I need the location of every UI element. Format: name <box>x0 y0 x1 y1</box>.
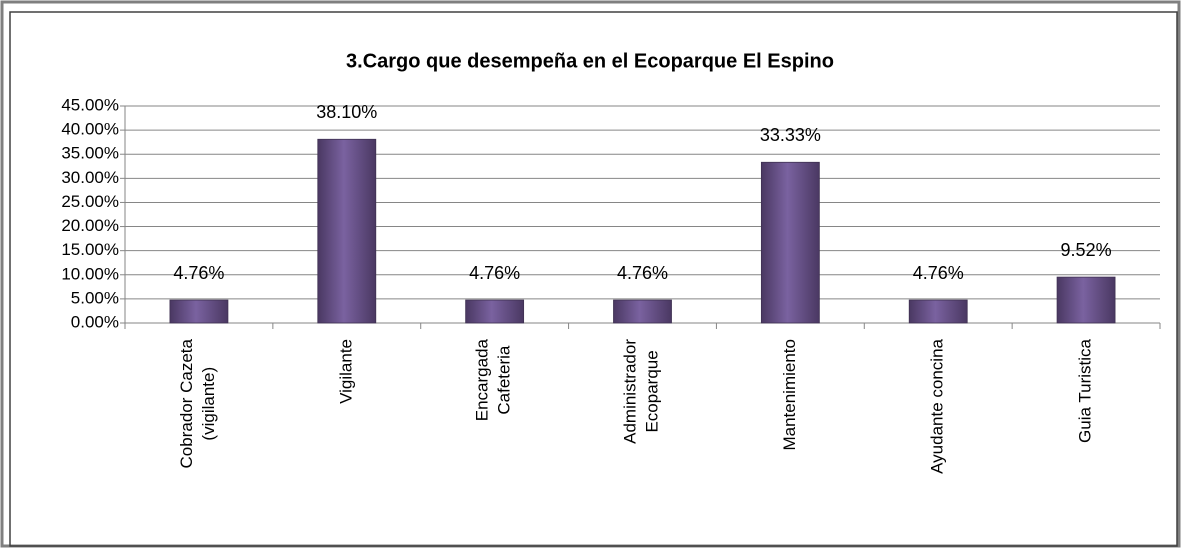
data-label: 4.76% <box>617 263 668 283</box>
chart-title: 3.Cargo que desempeña en el Ecoparque El… <box>346 50 834 72</box>
bar <box>613 299 672 324</box>
x-tick-label: Administrador Ecoparque <box>621 339 662 444</box>
y-tick-label: 40.00% <box>61 120 119 139</box>
bar <box>169 299 229 324</box>
x-tick-label: Guia Turistica <box>1076 338 1095 442</box>
y-tick-label: 15.00% <box>61 240 119 259</box>
data-label: 9.52% <box>1061 240 1112 260</box>
y-tick-label: 35.00% <box>61 144 119 163</box>
bar <box>317 138 377 324</box>
data-label: 4.76% <box>173 263 224 283</box>
bar <box>465 299 525 324</box>
x-tick-label: Mantenimiento <box>780 339 799 451</box>
data-label: 33.33% <box>760 125 821 145</box>
bar <box>908 299 968 324</box>
data-label: 4.76% <box>469 263 520 283</box>
y-tick-label: 20.00% <box>61 216 119 235</box>
bar <box>760 161 820 324</box>
x-tick-label: Encargada Cafeteria <box>473 338 514 421</box>
inner-frame <box>9 11 1178 547</box>
x-tick-label: Ayudante concina <box>928 338 947 473</box>
y-tick-label: 5.00% <box>71 288 119 307</box>
y-tick-label: 10.00% <box>61 264 119 283</box>
bar <box>1056 276 1116 324</box>
y-tick-label: 30.00% <box>61 168 119 187</box>
x-tick-label: Vigilante <box>336 339 355 404</box>
y-tick-label: 0.00% <box>71 312 119 331</box>
data-label: 4.76% <box>913 263 964 283</box>
y-tick-label: 25.00% <box>61 192 119 211</box>
y-tick-label: 45.00% <box>61 95 119 114</box>
data-label: 38.10% <box>316 102 377 122</box>
x-tick-label: Cobrador Cazeta (vigilante) <box>177 338 218 468</box>
